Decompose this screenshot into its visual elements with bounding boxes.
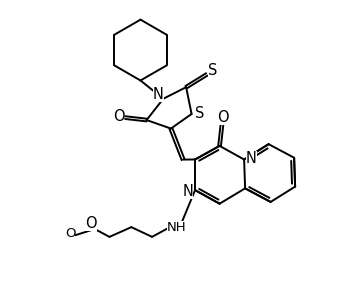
- Text: N: N: [246, 151, 257, 166]
- Text: O: O: [65, 227, 75, 240]
- Text: O: O: [217, 111, 228, 125]
- Text: S: S: [207, 63, 217, 78]
- Text: O: O: [85, 216, 97, 231]
- Text: NH: NH: [167, 221, 187, 234]
- Text: N: N: [182, 184, 193, 199]
- Text: O: O: [113, 110, 124, 125]
- Text: S: S: [195, 106, 204, 121]
- Text: N: N: [153, 87, 164, 102]
